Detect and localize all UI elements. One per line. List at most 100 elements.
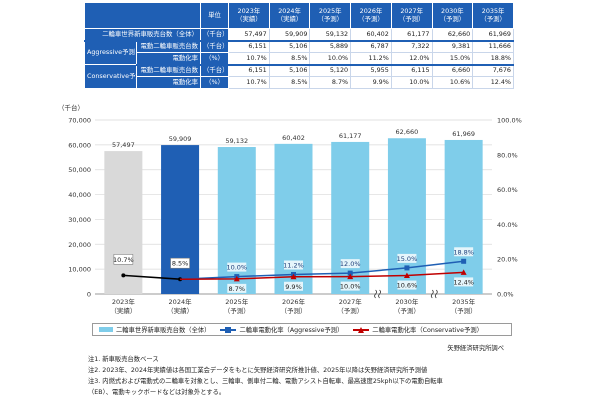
triangle-marker bbox=[460, 269, 467, 275]
table-row: Conservative予測 電動二輪車販売台数 （千台） 6,151 5,10… bbox=[84, 64, 514, 89]
y-tick-label: 30,000 bbox=[68, 216, 91, 224]
legend-label: 二輪車電動化率（Conservative予測） bbox=[372, 327, 483, 334]
bar-value-label: 61,177 bbox=[339, 132, 362, 140]
year-header: 2025年 （予測） bbox=[309, 2, 352, 29]
footnote: 注1. 新車販売台数ベース bbox=[88, 356, 159, 363]
bar bbox=[331, 141, 370, 294]
rate-label-bg bbox=[340, 259, 360, 269]
row-unit: （千台） bbox=[200, 64, 229, 77]
rate-label-box bbox=[170, 257, 190, 269]
bar bbox=[387, 138, 426, 294]
triangle-marker bbox=[233, 275, 240, 282]
x-tick-label: 2024年 bbox=[169, 297, 193, 306]
x-tick-label: （予測） bbox=[337, 306, 363, 315]
table-cell: 5,120 bbox=[309, 64, 352, 77]
y-tick-label: 70,000 bbox=[68, 117, 91, 125]
table-cell: 5,889 bbox=[309, 40, 352, 53]
bar-series bbox=[104, 138, 483, 294]
table-cell: 18.8% bbox=[472, 52, 514, 66]
rate-value-label: 10.7% bbox=[113, 256, 134, 264]
table-row: 二輪車世界新車販売台数（全体） （千台） 57,497 59,909 59,13… bbox=[84, 28, 514, 42]
axis-break-mark bbox=[378, 289, 381, 299]
table-cell: 60,402 bbox=[350, 28, 392, 42]
row-group-label: Aggressive予測 bbox=[84, 40, 137, 65]
rate-value-label: 12.4% bbox=[453, 278, 474, 286]
legend-swatch-bar bbox=[99, 327, 113, 332]
table-row: 電動化率 （%） 10.7% 8.5% 10.0% 11.2% 12.0% 15… bbox=[85, 52, 514, 66]
row-group-label: Conservative予測 bbox=[84, 64, 137, 89]
row-label: 電動化率 bbox=[136, 52, 201, 66]
bar bbox=[444, 139, 483, 294]
bar bbox=[274, 143, 313, 294]
x-tick-label: 2027年 bbox=[339, 297, 363, 306]
x-tick-label: （予測） bbox=[451, 306, 477, 315]
x-tick-label: （予測） bbox=[224, 306, 250, 315]
table-cell: 6,787 bbox=[350, 40, 392, 53]
table-cell: 6,660 bbox=[431, 64, 474, 77]
legend-item-conservative: 二輪車電動化率（Conservative予測） bbox=[353, 325, 483, 334]
row-label: 電動化率 bbox=[136, 76, 201, 89]
unit-header: 単位 bbox=[200, 2, 229, 29]
table-cell: 6,151 bbox=[228, 40, 270, 53]
rate-label-bg bbox=[284, 281, 303, 291]
rate-value-label: 18.8% bbox=[453, 248, 474, 256]
x-tick-label: 2023年 bbox=[112, 297, 136, 306]
footnote: 注2. 2023年、2024年実績値は各国工業会データをもとに矢野経済研究所推計… bbox=[88, 367, 428, 374]
table-cell: 11,666 bbox=[472, 40, 514, 53]
table-cell: 61,177 bbox=[390, 28, 433, 42]
rate-series-line bbox=[180, 260, 464, 280]
square-marker bbox=[404, 265, 410, 271]
table-cell: 57,497 bbox=[228, 28, 270, 42]
table-cell: 9,381 bbox=[431, 40, 474, 53]
bar bbox=[217, 147, 256, 294]
row-unit: （千台） bbox=[200, 40, 229, 53]
table-cell: 61,969 bbox=[472, 28, 514, 42]
data-labels: 57,497 59,909 59,132 60,402 61,177 62,660 61,9… bbox=[112, 128, 475, 293]
row-label: 電動二輪車販売台数 bbox=[136, 64, 201, 77]
y2-tick-label: 80.0% bbox=[497, 151, 518, 159]
rate-value-label: 11.2% bbox=[283, 262, 304, 270]
row-label: 電動二輪車販売台数 bbox=[136, 40, 201, 53]
triangle-marker bbox=[290, 273, 297, 280]
rate-series-line bbox=[180, 271, 464, 280]
actual-rate-line bbox=[123, 274, 181, 281]
triangle-marker bbox=[403, 272, 410, 279]
table-cell: 6,115 bbox=[390, 64, 433, 77]
table-cell: 10.7% bbox=[228, 76, 270, 89]
chart-legend: 二輪車世界新車販売台数（全体） 二輪車電動化率（Aggressive予測） 二輪… bbox=[92, 323, 512, 336]
square-marker bbox=[347, 270, 353, 276]
y-tick-label: 10,000 bbox=[68, 266, 91, 274]
x-tick-label: 2030年 bbox=[395, 297, 419, 306]
bar bbox=[104, 151, 143, 294]
year-header: 2030年 （予測） bbox=[431, 2, 474, 29]
x-tick-label: 2025年 bbox=[225, 297, 249, 306]
data-table: 単位 2023年 （実績） 2024年 （実績） 2025年 （予測） 2026… bbox=[84, 2, 514, 89]
row-unit: （千台） bbox=[200, 28, 229, 42]
x-tick-label: 2026年 bbox=[282, 297, 306, 306]
y2-tick-label: 60.0% bbox=[497, 186, 518, 194]
y-tick-label: 20,000 bbox=[68, 241, 91, 249]
table-cell: 12.4% bbox=[472, 76, 514, 89]
actual-rate-marker bbox=[121, 273, 126, 278]
actual-rate-marker bbox=[178, 277, 183, 282]
row-unit: （%） bbox=[200, 52, 229, 66]
rate-label-bg bbox=[454, 247, 474, 257]
combo-chart: （千台） 0 10,000 20,000 30,000 40,000 50,000 60,00… bbox=[58, 103, 522, 315]
rate-value-label: 12.0% bbox=[340, 260, 361, 268]
x-tick-label: （実績） bbox=[167, 306, 193, 315]
year-header: 2026年 （予測） bbox=[350, 2, 392, 29]
table-cell: 10.0% bbox=[309, 52, 352, 66]
x-tick-label: （予測） bbox=[281, 306, 307, 315]
y2-tick-label: 20.0% bbox=[497, 256, 518, 264]
square-marker-icon bbox=[225, 326, 232, 333]
rate-label-bg bbox=[397, 280, 417, 290]
table-cell: 10.7% bbox=[228, 52, 270, 66]
table-header-row: 単位 2023年 （実績） 2024年 （実績） 2025年 （予測） 2026… bbox=[84, 2, 514, 29]
rate-label-bg bbox=[454, 277, 474, 287]
table-cell: 12.0% bbox=[390, 52, 433, 66]
row-label: 二輪車世界新車販売台数（全体） bbox=[84, 28, 201, 42]
table-cell: 10.0% bbox=[390, 76, 433, 89]
rate-label-bg bbox=[227, 262, 247, 272]
rate-value-label: 8.7% bbox=[229, 285, 246, 293]
legend-item-bars: 二輪車世界新車販売台数（全体） bbox=[99, 325, 210, 334]
